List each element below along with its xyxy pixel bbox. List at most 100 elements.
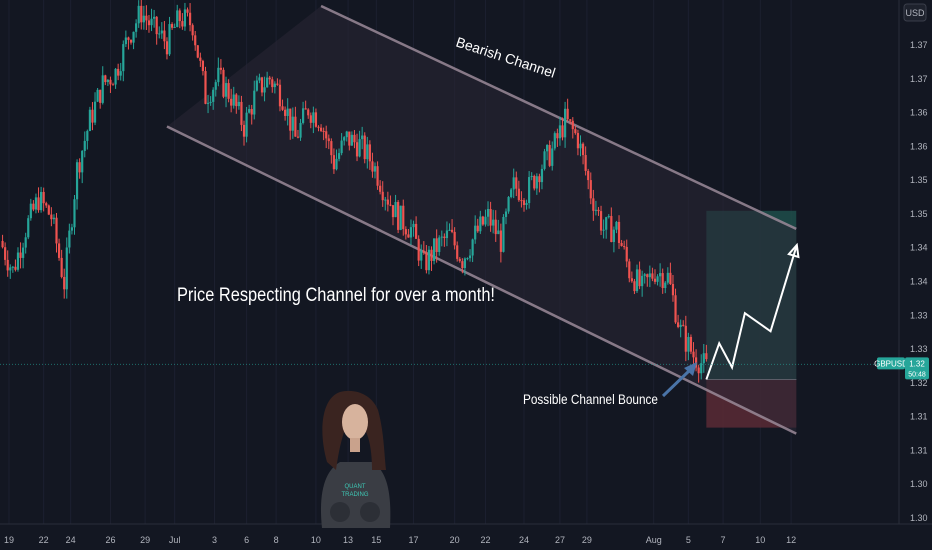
y-tick-label: 1.37	[910, 40, 928, 50]
candle-body	[9, 267, 12, 271]
candle-body	[409, 227, 413, 238]
currency-badge[interactable]	[903, 3, 927, 22]
channel-lower-line[interactable]	[166, 125, 797, 435]
candle-body	[592, 198, 595, 211]
candle-body	[29, 203, 32, 219]
candle-body	[373, 166, 377, 172]
bounce-arrow[interactable]	[661, 362, 697, 398]
candle-body	[222, 69, 225, 97]
candle-body	[4, 247, 7, 260]
candle-body	[16, 252, 20, 270]
candle-body	[111, 84, 115, 86]
candle-body	[201, 60, 205, 72]
candle-body	[471, 239, 474, 256]
avatar-chest-right	[360, 502, 380, 522]
x-tick-label: 24	[66, 535, 76, 545]
x-tick-label: Jul	[169, 535, 181, 545]
symbol-badge	[877, 357, 905, 370]
bounce-label[interactable]: Possible Channel Bounce	[523, 391, 658, 407]
candle-body	[353, 134, 356, 143]
candle-body	[635, 269, 639, 292]
projection[interactable]	[705, 242, 800, 380]
candle-body	[430, 249, 433, 261]
candle-body	[448, 229, 451, 231]
candle-body	[183, 9, 187, 27]
candle-body	[119, 71, 122, 76]
candle-body	[553, 133, 556, 149]
candle-body	[91, 109, 94, 123]
candle-body	[587, 170, 590, 181]
time-scale[interactable]: 19 22 24 26 29 Jul 3 6 8 10 13 15 17 20 22 24 27 29 Aug 5 7 1…	[0, 523, 932, 545]
candle-body	[605, 217, 608, 230]
price-badge[interactable]: GBPUSD 1.32 50:48	[874, 357, 929, 380]
x-tick-label: 29	[140, 535, 150, 545]
candle-body	[376, 166, 379, 186]
candle-body	[504, 211, 508, 217]
candle-body	[584, 155, 587, 171]
candle-body	[104, 75, 107, 83]
candle-body	[268, 77, 271, 80]
candle-body	[528, 177, 531, 204]
candle-body	[170, 24, 174, 28]
candle-body	[625, 246, 628, 262]
candle-body	[122, 44, 125, 72]
price-scale[interactable]: 1.37 1.37 1.36 1.36 1.35 1.35 1.34 1.34 1.33 1.33…	[898, 0, 928, 524]
candle-body	[140, 5, 143, 23]
candle-body	[129, 39, 133, 43]
candle-body	[39, 191, 43, 211]
candle-body	[258, 77, 261, 81]
candle-body	[671, 284, 675, 296]
candle-body	[196, 45, 199, 58]
candle-body	[561, 125, 564, 138]
candle-body	[78, 162, 81, 173]
headline-text[interactable]: Price Respecting Channel for over a mont…	[177, 285, 495, 306]
candle-body	[445, 230, 449, 239]
candle-body	[543, 151, 546, 169]
x-tick-label: 8	[274, 535, 279, 545]
candle-body	[384, 199, 387, 201]
candle-body	[301, 108, 305, 123]
projection-path[interactable]	[705, 246, 798, 380]
candle-body	[330, 141, 333, 156]
candle-body	[486, 209, 490, 217]
candle-body	[340, 140, 343, 154]
candle-body	[684, 325, 687, 352]
channel-lines[interactable]	[166, 4, 797, 435]
candle-body	[93, 101, 97, 123]
candle-body	[266, 77, 269, 88]
candle-body	[168, 24, 171, 55]
candle-body	[641, 275, 644, 287]
candle-body	[75, 162, 79, 200]
x-tick-label: Aug	[646, 535, 662, 545]
candle-body	[137, 5, 140, 24]
candle-body	[117, 68, 120, 76]
candle-body	[551, 148, 554, 166]
candle-body	[45, 203, 48, 206]
candle-body	[294, 116, 297, 137]
candle-body	[37, 197, 40, 211]
candle-body	[124, 37, 127, 45]
candle-body	[581, 143, 585, 156]
candle-body	[412, 223, 415, 228]
channel-upper-line[interactable]	[320, 4, 797, 231]
candle-body	[317, 126, 320, 128]
candle-body	[24, 237, 27, 248]
candle-body	[397, 202, 400, 230]
candle-body	[515, 177, 518, 189]
candle-body	[191, 25, 194, 36]
candle-body	[476, 225, 479, 232]
candle-body	[147, 20, 151, 26]
candle-body	[47, 205, 50, 215]
candle-body	[435, 238, 438, 252]
candle-body	[83, 140, 86, 151]
candle-body	[109, 79, 112, 85]
candle-body	[217, 67, 220, 83]
candle-body	[679, 324, 682, 327]
candle-body	[659, 273, 662, 277]
candle-body	[99, 89, 102, 103]
avatar-text-trading: TRADING	[342, 492, 369, 498]
candle-body	[481, 216, 484, 225]
candle-body	[278, 84, 282, 107]
candle-body	[497, 230, 500, 235]
candle-body	[312, 112, 315, 123]
